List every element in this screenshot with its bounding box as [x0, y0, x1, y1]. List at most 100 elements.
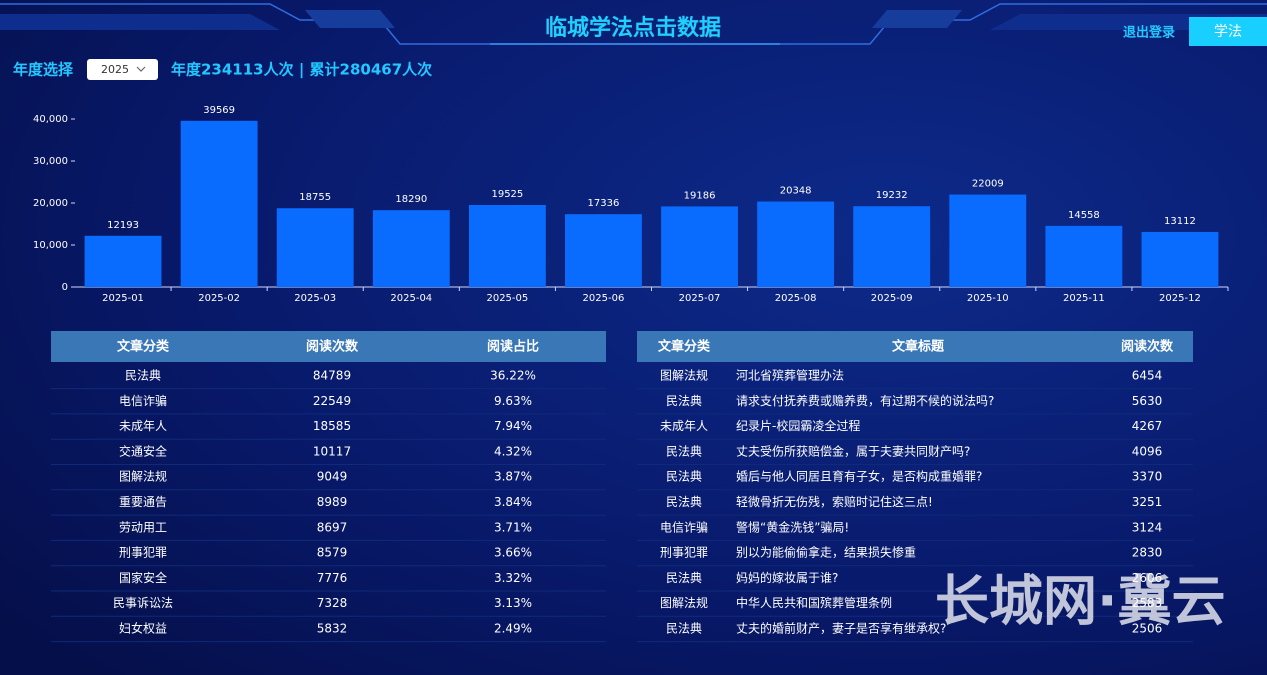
year-select-value[interactable]: 2025: [101, 63, 129, 76]
table-cell: 图解法规: [660, 368, 708, 383]
table-header: [51, 331, 606, 362]
table-cell: 7328: [317, 596, 348, 610]
value-label: 14558: [1068, 210, 1100, 221]
bar: [661, 206, 738, 287]
bar: [757, 201, 835, 287]
table-cell: 民法典: [666, 444, 702, 458]
table-cell: 电信诈骗: [660, 519, 708, 534]
table-cell: 劳动用工: [119, 520, 167, 534]
table-cell: 未成年人: [119, 419, 167, 433]
tab-label[interactable]: 学法: [1214, 24, 1242, 40]
value-label: 12193: [107, 220, 139, 231]
y-tick-label: 40,000: [33, 114, 68, 125]
column-header: 文章分类: [117, 339, 170, 355]
table-cell: 3124: [1132, 520, 1163, 534]
column-header: 阅读占比: [487, 339, 539, 355]
bar: [84, 235, 162, 287]
table-cell: 2583: [1132, 596, 1163, 610]
logout-link[interactable]: 退出登录: [1123, 25, 1175, 41]
table-cell: 图解法规: [660, 595, 708, 610]
value-label: 18755: [299, 192, 331, 203]
table-cell: 3.84%: [494, 495, 532, 509]
table-cell: 丈夫受伤所获赔偿金，属于夫妻共同财产吗?: [736, 443, 970, 458]
bar: [276, 208, 354, 287]
table-cell: 2506: [1132, 622, 1163, 636]
table-cell: 3.71%: [494, 520, 532, 534]
x-tick-label: 2025-05: [486, 293, 528, 304]
bar: [180, 120, 258, 287]
table-cell: 婚后与他人同居且育有子女，是否构成重婚罪?: [736, 469, 982, 484]
header-decoration: [0, 3, 1267, 45]
table-cell: 2830: [1132, 546, 1163, 560]
bar-chart: 0 10,000 20,000 30,000 40,000 12193 2025-01 395…: [33, 105, 1229, 304]
table-cell: 5630: [1132, 394, 1163, 408]
table-cell: 4.32%: [494, 444, 532, 458]
x-tick-label: 2025-10: [967, 293, 1009, 304]
table-cell: 交通安全: [119, 443, 167, 458]
table-cell: 4096: [1132, 444, 1163, 458]
table-cell: 民法典: [666, 622, 702, 636]
table-cell: 电信诈骗: [119, 393, 167, 408]
table-cell: 8697: [317, 520, 348, 534]
table-cell: 河北省殡葬管理办法: [736, 368, 844, 383]
table-cell: 未成年人: [660, 419, 708, 433]
table-cell: 3.87%: [494, 470, 532, 484]
table-cell: 图解法规: [119, 469, 167, 484]
bar: [853, 206, 931, 287]
table-header: [637, 331, 1193, 362]
tab-button[interactable]: [1189, 17, 1267, 46]
x-tick-label: 2025-07: [679, 293, 721, 304]
table-cell: 民法典: [666, 470, 702, 484]
x-tick-label: 2025-09: [871, 293, 913, 304]
bar: [1141, 231, 1219, 287]
value-label: 17336: [588, 198, 620, 209]
table-cell: 请求支付抚养费或赡养费，有过期不候的说法吗?: [736, 393, 994, 408]
year-select[interactable]: [87, 59, 158, 80]
table-cell: 民法典: [125, 369, 161, 383]
table-cell: 民事诉讼法: [113, 596, 173, 610]
x-tick-label: 2025-01: [102, 293, 144, 304]
table-cell: 妇女权益: [119, 621, 167, 636]
value-label: 19186: [684, 190, 716, 201]
table-cell: 妈妈的嫁妆属于谁?: [736, 570, 838, 585]
table-cell: 2606: [1132, 571, 1163, 585]
table-cell: 3.13%: [494, 596, 532, 610]
value-label: 20348: [780, 186, 812, 197]
table-cell: 9.63%: [494, 394, 532, 408]
bar: [468, 204, 546, 287]
table-cell: 7776: [317, 571, 348, 585]
table-cell: 2.49%: [494, 622, 532, 636]
table-cell: 警惕“黄金洗钱”骗局!: [736, 519, 849, 534]
table-cell: 10117: [313, 444, 351, 458]
table-cell: 3.32%: [494, 571, 532, 585]
table-cell: 6454: [1132, 369, 1163, 383]
table-cell: 8579: [317, 546, 348, 560]
x-tick-label: 2025-12: [1159, 293, 1201, 304]
bar: [949, 194, 1027, 287]
table-cell: 7.94%: [494, 419, 532, 433]
y-tick-label: 20,000: [33, 198, 68, 209]
table-cell: 3251: [1132, 495, 1163, 509]
table-cell: 18585: [313, 419, 351, 433]
x-tick-label: 2025-02: [198, 293, 240, 304]
table-cell: 84789: [313, 369, 351, 383]
x-tick-label: 2025-04: [390, 293, 432, 304]
table-cell: 8989: [317, 495, 348, 509]
bar: [372, 210, 450, 287]
value-label: 39569: [203, 105, 235, 116]
filter-label: 年度选择: [13, 61, 74, 79]
table-cell: 3.66%: [494, 546, 532, 560]
table-cell: 4267: [1132, 419, 1163, 433]
table-cell: 刑事犯罪: [119, 546, 167, 560]
table-cell: 民法典: [666, 394, 702, 408]
table-cell: 丈夫的婚前财产，妻子是否享有继承权?: [736, 621, 946, 636]
x-tick-label: 2025-11: [1063, 293, 1105, 304]
column-header: 阅读次数: [1121, 339, 1174, 355]
table-cell: 5832: [317, 622, 348, 636]
value-label: 19232: [876, 190, 908, 201]
x-tick-label: 2025-08: [775, 293, 817, 304]
table-cell: 36.22%: [490, 369, 536, 383]
